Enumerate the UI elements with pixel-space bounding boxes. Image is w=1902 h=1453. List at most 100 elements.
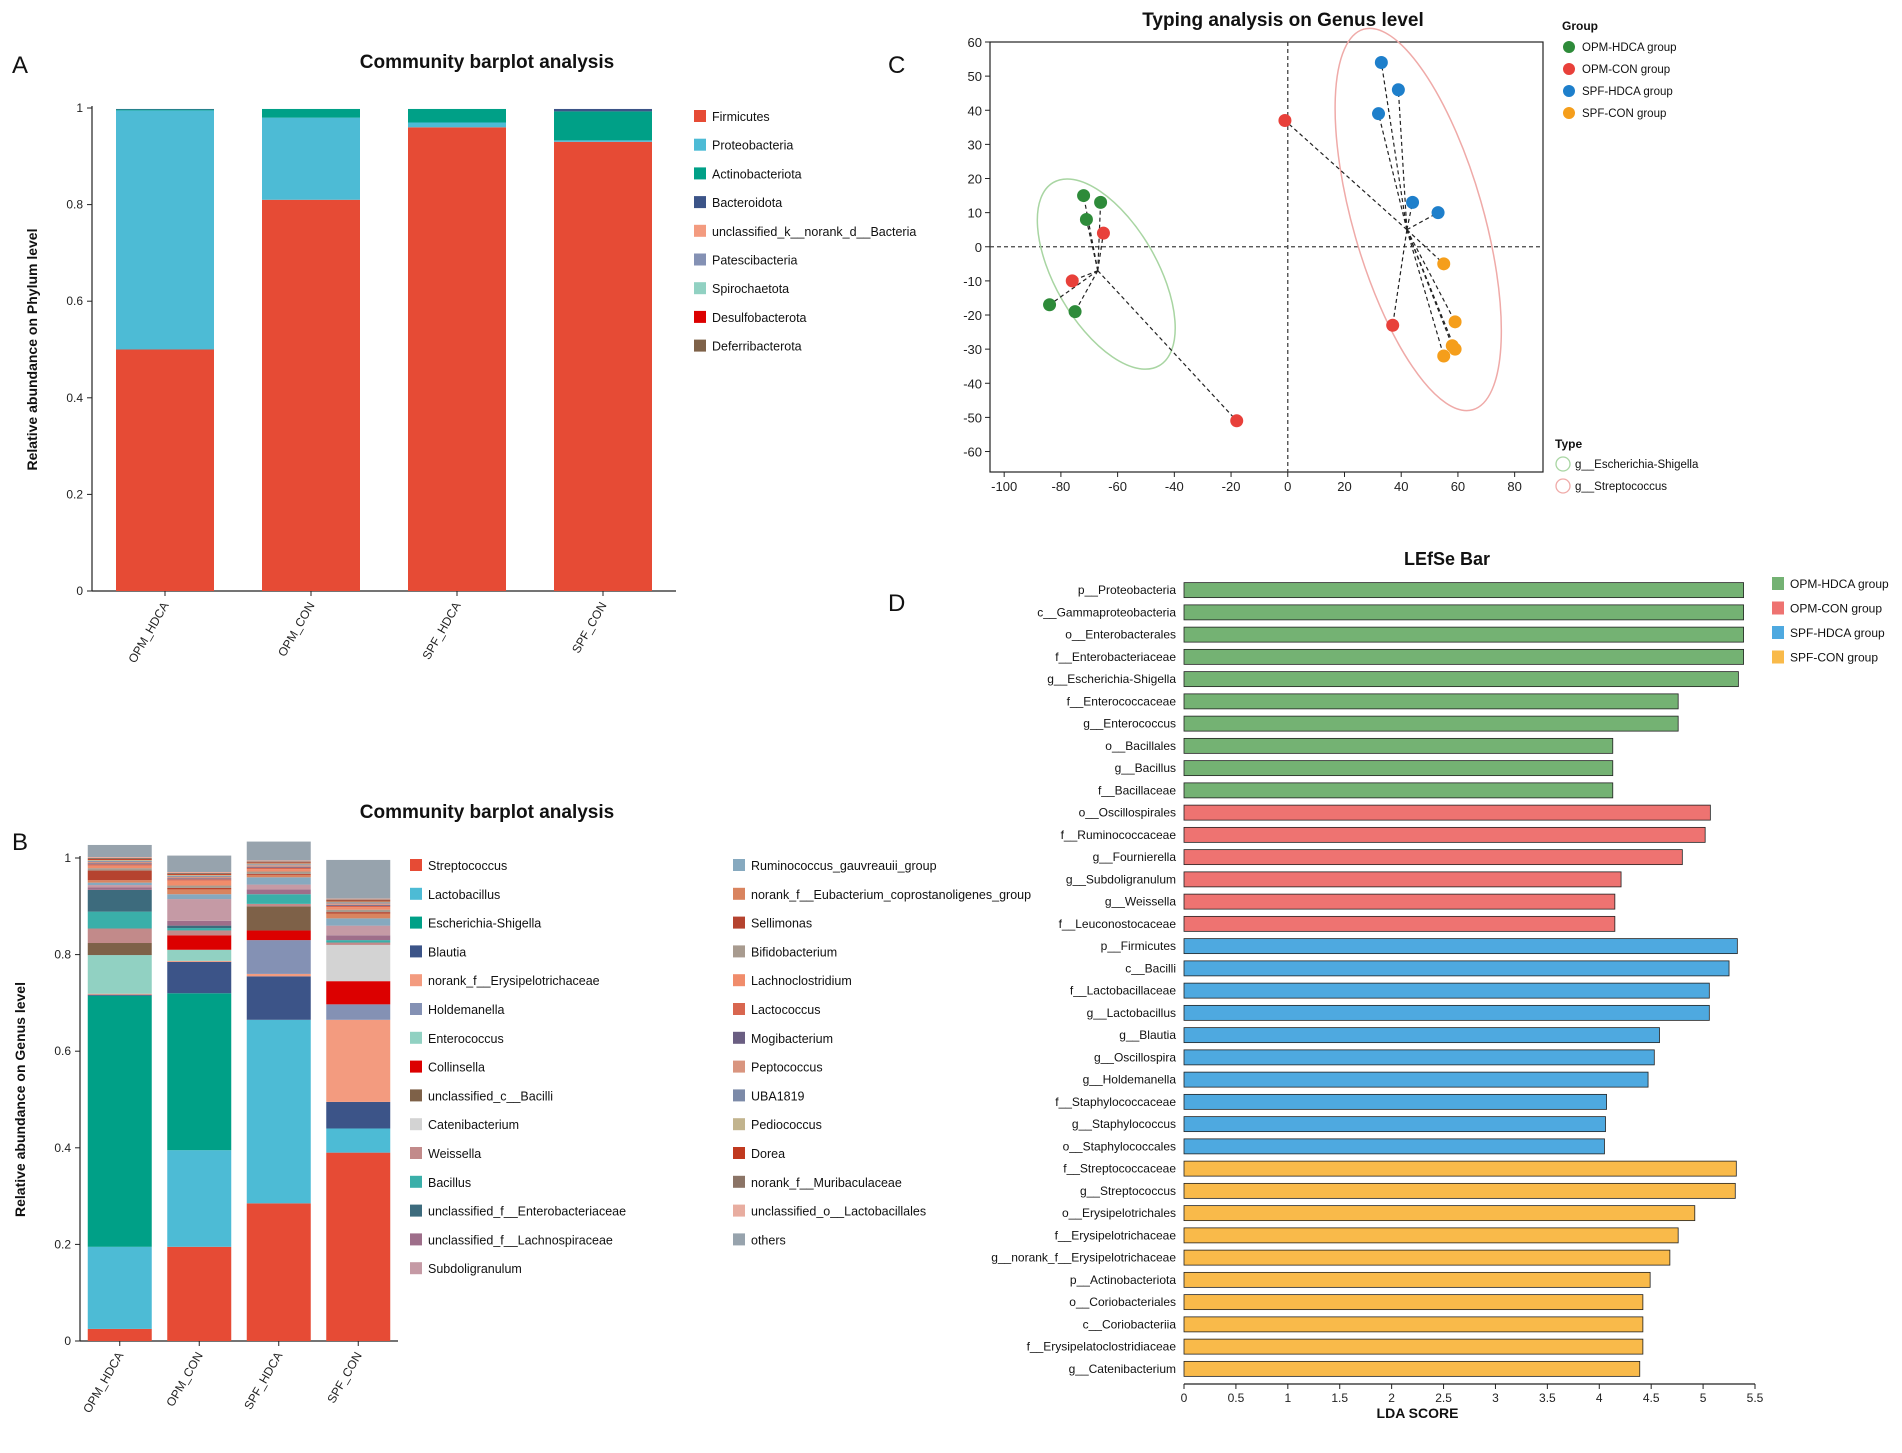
legend-swatch (733, 1233, 745, 1246)
bar-segment (167, 925, 232, 929)
bar-segment (167, 1150, 232, 1247)
y-tick-label: 0.4 (54, 1141, 71, 1155)
chart-a-phylum-barplot: Community barplot analysis Relative abund… (24, 52, 916, 665)
data-point (1374, 55, 1388, 69)
bar-segment (246, 874, 311, 878)
bar-segment (167, 960, 232, 962)
x-tick-label: -80 (1051, 479, 1070, 494)
legend-swatch (733, 945, 745, 958)
bar-segment (87, 880, 152, 883)
bar-segment (87, 1246, 152, 1329)
chart-b-genus-barplot: Community barplot analysis Relative abund… (12, 802, 1031, 1415)
legend-swatch (410, 887, 422, 900)
legend-label: Lactobacillus (428, 888, 500, 902)
bar-segment (87, 994, 152, 996)
legend-swatch (410, 916, 422, 929)
legend-swatch (410, 1175, 422, 1188)
legend-marker (1563, 107, 1575, 119)
legend-swatch (410, 1031, 422, 1044)
bar-segment (167, 1246, 232, 1341)
lda-bar (1183, 604, 1744, 621)
x-tick-label: 40 (1394, 479, 1408, 494)
lda-bar (1183, 1004, 1710, 1021)
bar-segment (246, 940, 311, 974)
bar-segment (167, 885, 232, 888)
bar-segment (326, 944, 391, 982)
y-tick-label: 0 (64, 1334, 71, 1348)
bar-segment (87, 859, 152, 861)
plot-frame (989, 41, 1544, 473)
x-tick-label: 5 (1700, 1391, 1707, 1405)
legend-label: Bacillus (428, 1176, 471, 1190)
bar-label: g__Streptococcus (1080, 1184, 1176, 1198)
spider-line (1380, 62, 1408, 230)
legend-marker (1563, 85, 1575, 97)
bar-segment (87, 882, 152, 886)
lda-bar (1183, 1294, 1644, 1311)
legend-label: Bifidobacterium (751, 945, 837, 959)
bar-segment (326, 859, 391, 899)
data-point (1431, 206, 1445, 220)
bar-segment (167, 874, 232, 876)
bar-label: f__Erysipelatoclostridiaceae (1027, 1340, 1177, 1354)
legend-label: unclassified_c__Bacilli (428, 1089, 553, 1103)
bar-segment (87, 928, 152, 944)
x-tick-label: 4 (1596, 1391, 1603, 1405)
y-tick-label: 0 (76, 584, 83, 598)
bar-segment (87, 868, 152, 871)
panel-label-a: A (12, 52, 28, 79)
x-tick-label: 60 (1451, 479, 1465, 494)
data-point (1077, 189, 1091, 203)
bar-segment (167, 889, 232, 895)
bar-segment (87, 864, 152, 866)
bar-segment (246, 864, 311, 866)
data-point (1096, 226, 1110, 240)
legend-label: SPF-HDCA group (1790, 626, 1885, 640)
x-tick-label: OPM_HDCA (80, 1350, 126, 1416)
legend-label: Streptococcus (428, 859, 507, 873)
x-tick-label: -60 (1108, 479, 1127, 494)
bar-segment (326, 898, 391, 900)
bar-label: f__Ruminococcaceae (1061, 828, 1177, 842)
lda-bar (1183, 1316, 1644, 1333)
bar-segment (246, 903, 311, 907)
legend-label: Pediococcus (751, 1118, 822, 1132)
legend-label: unclassified_k__norank_d__Bacteria (712, 225, 916, 239)
bar-segment (246, 873, 311, 875)
lda-bar (1183, 1205, 1696, 1222)
bar-segment (246, 1203, 311, 1341)
bar-segment (326, 925, 391, 936)
panel-label-b: B (12, 829, 28, 856)
data-point (1043, 298, 1057, 312)
y-tick-label: 0.2 (54, 1237, 71, 1251)
bar-segment (167, 880, 232, 886)
bar-segment (87, 993, 152, 995)
bar-segment (408, 122, 506, 128)
spider-line (1406, 229, 1445, 265)
legend-swatch (694, 224, 706, 237)
lda-bar (1183, 804, 1711, 821)
legend-swatch (410, 859, 422, 871)
bar-label: p__Firmicutes (1101, 939, 1176, 953)
bar-label: o__Staphylococcales (1063, 1139, 1176, 1153)
bar-segment (554, 111, 652, 141)
bar-segment (167, 878, 232, 880)
bar-label: c__Bacilli (1125, 961, 1176, 975)
legend-label: SPF-HDCA group (1582, 86, 1673, 98)
bar-segment (87, 863, 152, 865)
y-tick-label: 0.8 (66, 198, 83, 212)
bar-segment (246, 884, 311, 890)
legend-label: Escherichia-Shigella (428, 917, 541, 931)
x-tick-label: SPF_HDCA (419, 600, 463, 662)
legend-swatch (410, 1060, 422, 1073)
bar-segment (246, 865, 311, 867)
bar-label: f__Erysipelotrichaceae (1055, 1228, 1177, 1242)
bar-segment (554, 140, 652, 142)
bar-segment (167, 920, 232, 926)
legend-swatch (1772, 577, 1784, 590)
panel-label-d: D (888, 590, 905, 617)
bar-segment (246, 889, 311, 895)
bar-segment (246, 863, 311, 865)
chart-d-lefse-bar: LEfSe Bar p__Proteobacteria c__Gammaproteo… (991, 549, 1889, 1421)
